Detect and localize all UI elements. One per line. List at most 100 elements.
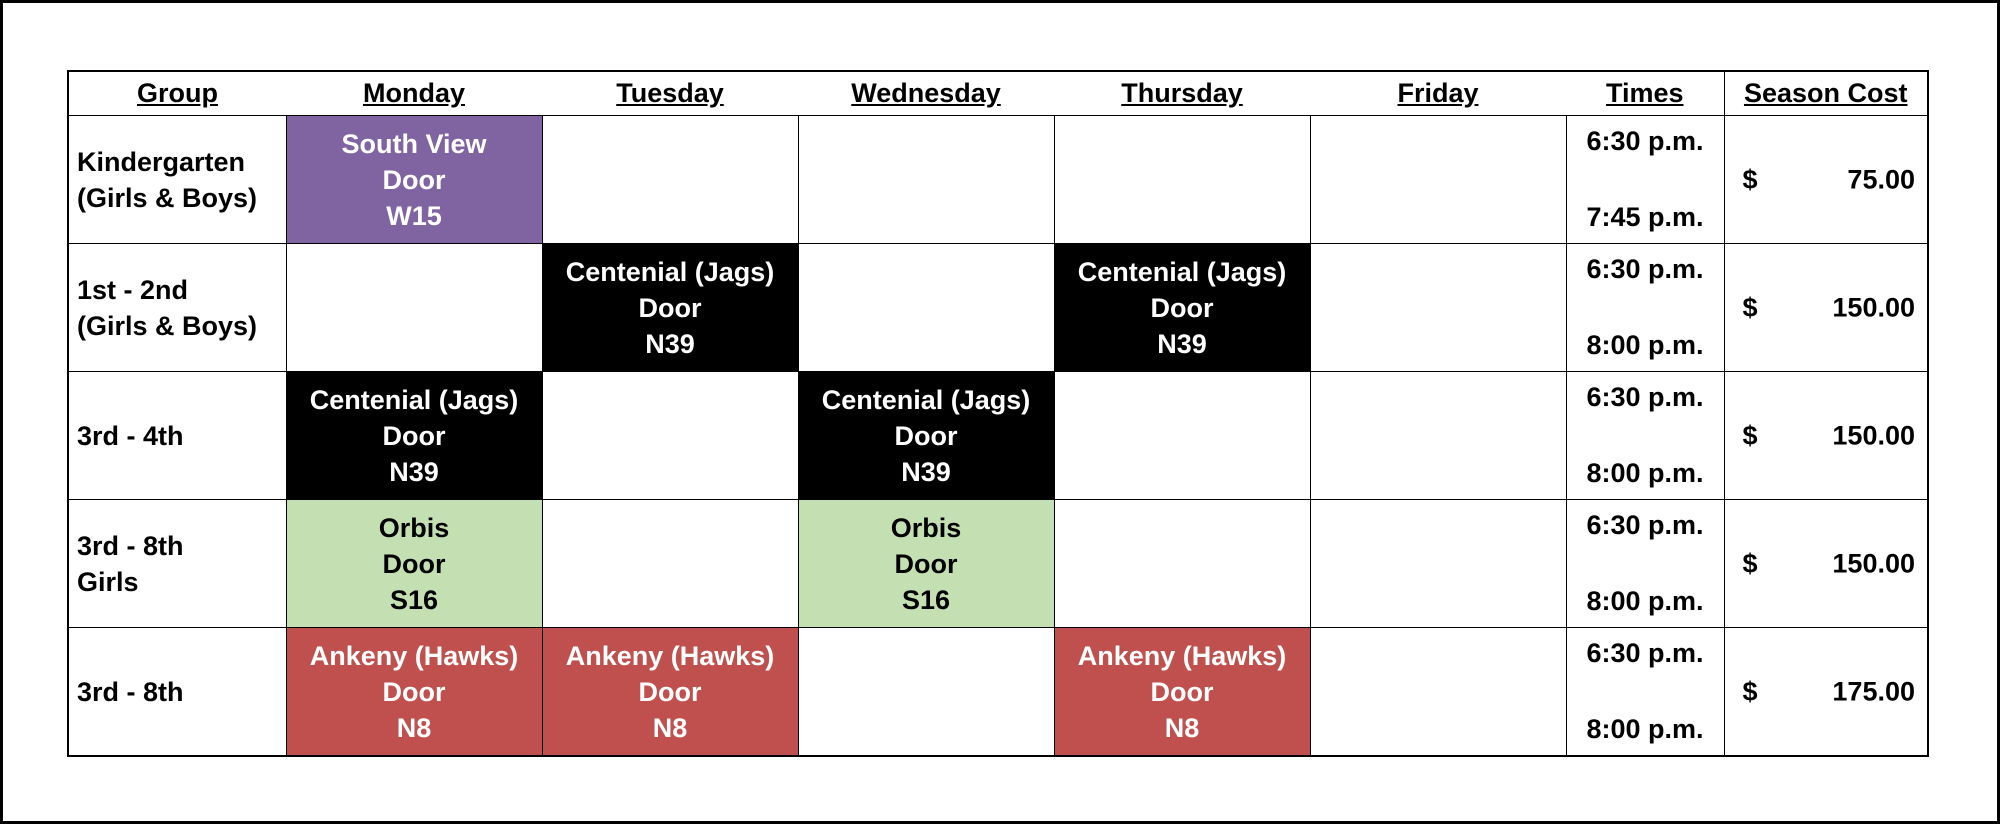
tuesday-slot <box>541 499 799 628</box>
monday-slot: Ankeny (Hawks) Door N8 <box>285 627 543 757</box>
door-number: W15 <box>386 200 442 231</box>
table-row: Kindergarten (Girls & Boys) South View D… <box>67 115 1929 244</box>
door-label: Door <box>382 164 446 195</box>
times-cell: 6:30 p.m. 8:00 p.m. <box>1565 627 1725 757</box>
door-number: N39 <box>901 456 951 487</box>
door-number: N8 <box>396 712 432 743</box>
group-cell: 3rd - 8th Girls <box>67 499 287 628</box>
start-time: 6:30 p.m. <box>1586 510 1704 540</box>
group-sublabel: (Girls & Boys) <box>77 310 258 341</box>
start-time: 6:30 p.m. <box>1586 254 1704 284</box>
friday-slot <box>1309 499 1567 628</box>
wednesday-slot: Centenial (Jags) Door N39 <box>797 371 1055 500</box>
table-row: 3rd - 4th Centenial (Jags) Door N39 Cent… <box>67 371 1929 500</box>
location-name: Centenial (Jags) <box>1077 256 1287 287</box>
friday-slot <box>1309 243 1567 372</box>
friday-slot <box>1309 115 1567 244</box>
tuesday-slot <box>541 115 799 244</box>
door-label: Door <box>1150 676 1214 707</box>
door-number: N39 <box>645 328 695 359</box>
group-sublabel: Girls <box>77 566 139 597</box>
start-time: 6:30 p.m. <box>1586 638 1704 668</box>
header-group: Group <box>68 71 286 116</box>
friday-slot <box>1309 371 1567 500</box>
times-cell: 6:30 p.m. 8:00 p.m. <box>1565 371 1725 500</box>
thursday-slot <box>1053 371 1311 500</box>
door-number: N39 <box>1157 328 1207 359</box>
end-time: 7:45 p.m. <box>1586 202 1704 232</box>
group-cell: 1st - 2nd (Girls & Boys) <box>67 243 287 372</box>
monday-slot <box>285 243 543 372</box>
table-row: 1st - 2nd (Girls & Boys) Centenial (Jags… <box>67 243 1929 372</box>
door-number: S16 <box>389 584 439 615</box>
door-label: Door <box>894 548 958 579</box>
thursday-slot <box>1053 499 1311 628</box>
wednesday-slot <box>797 627 1055 757</box>
friday-slot <box>1309 627 1567 757</box>
header-tuesday: Tuesday <box>542 71 798 116</box>
end-time: 8:00 p.m. <box>1586 586 1704 616</box>
header-times: Times <box>1566 71 1724 116</box>
door-label: Door <box>382 420 446 451</box>
header-season-cost: Season Cost <box>1723 71 1928 116</box>
door-label: Door <box>1150 292 1214 323</box>
start-time: 6:30 p.m. <box>1586 382 1704 412</box>
wednesday-slot: Orbis Door S16 <box>797 499 1055 628</box>
cost-cell: $ 150.00 <box>1723 243 1929 372</box>
location-name: South View <box>341 128 487 159</box>
table-row: 3rd - 8th Ankeny (Hawks) Door N8 Ankeny … <box>67 627 1929 757</box>
times-cell: 6:30 p.m. 8:00 p.m. <box>1565 243 1725 372</box>
door-number: N8 <box>652 712 688 743</box>
tuesday-slot: Ankeny (Hawks) Door N8 <box>541 627 799 757</box>
thursday-slot: Ankeny (Hawks) Door N8 <box>1053 627 1311 757</box>
table-row: 3rd - 8th Girls Orbis Door S16 Orbis Doo… <box>67 499 1929 628</box>
cost-amount: 150.00 <box>1832 548 1915 578</box>
group-label: 1st - 2nd <box>77 274 189 305</box>
end-time: 8:00 p.m. <box>1586 714 1704 744</box>
door-number: N39 <box>389 456 439 487</box>
door-label: Door <box>638 292 702 323</box>
currency-symbol: $ <box>1742 548 1758 578</box>
location-name: Orbis <box>890 512 962 543</box>
monday-slot: Orbis Door S16 <box>285 499 543 628</box>
times-cell: 6:30 p.m. 8:00 p.m. <box>1565 499 1725 628</box>
tuesday-slot <box>541 371 799 500</box>
header-row: Group Monday Tuesday Wednesday Thursday … <box>68 71 1928 116</box>
group-cell: Kindergarten (Girls & Boys) <box>67 115 287 244</box>
currency-symbol: $ <box>1742 292 1758 322</box>
header-friday: Friday <box>1310 71 1566 116</box>
location-name: Centenial (Jags) <box>309 384 519 415</box>
cost-amount: 150.00 <box>1832 292 1915 322</box>
group-cell: 3rd - 4th <box>67 371 287 500</box>
door-label: Door <box>638 676 702 707</box>
location-name: Centenial (Jags) <box>821 384 1031 415</box>
currency-symbol: $ <box>1742 420 1758 450</box>
monday-slot: South View Door W15 <box>285 115 543 244</box>
wednesday-slot <box>797 243 1055 372</box>
location-name: Ankeny (Hawks) <box>565 640 775 671</box>
door-number: N8 <box>1164 712 1200 743</box>
location-name: Ankeny (Hawks) <box>1077 640 1287 671</box>
door-label: Door <box>382 676 446 707</box>
cost-cell: $ 175.00 <box>1723 627 1929 757</box>
cost-amount: 75.00 <box>1847 164 1915 194</box>
location-name: Ankeny (Hawks) <box>309 640 519 671</box>
end-time: 8:00 p.m. <box>1586 458 1704 488</box>
currency-symbol: $ <box>1742 164 1758 194</box>
start-time: 6:30 p.m. <box>1586 126 1704 156</box>
door-label: Door <box>382 548 446 579</box>
group-cell: 3rd - 8th <box>67 627 287 757</box>
wednesday-slot <box>797 115 1055 244</box>
end-time: 8:00 p.m. <box>1586 330 1704 360</box>
cost-amount: 150.00 <box>1832 420 1915 450</box>
group-label: 3rd - 4th <box>77 420 184 451</box>
times-cell: 6:30 p.m. 7:45 p.m. <box>1565 115 1725 244</box>
thursday-slot <box>1053 115 1311 244</box>
cost-cell: $ 150.00 <box>1723 371 1929 500</box>
thursday-slot: Centenial (Jags) Door N39 <box>1053 243 1311 372</box>
group-label: 3rd - 8th <box>77 530 184 561</box>
currency-symbol: $ <box>1742 676 1758 706</box>
door-label: Door <box>894 420 958 451</box>
location-name: Orbis <box>378 512 450 543</box>
door-number: S16 <box>901 584 951 615</box>
